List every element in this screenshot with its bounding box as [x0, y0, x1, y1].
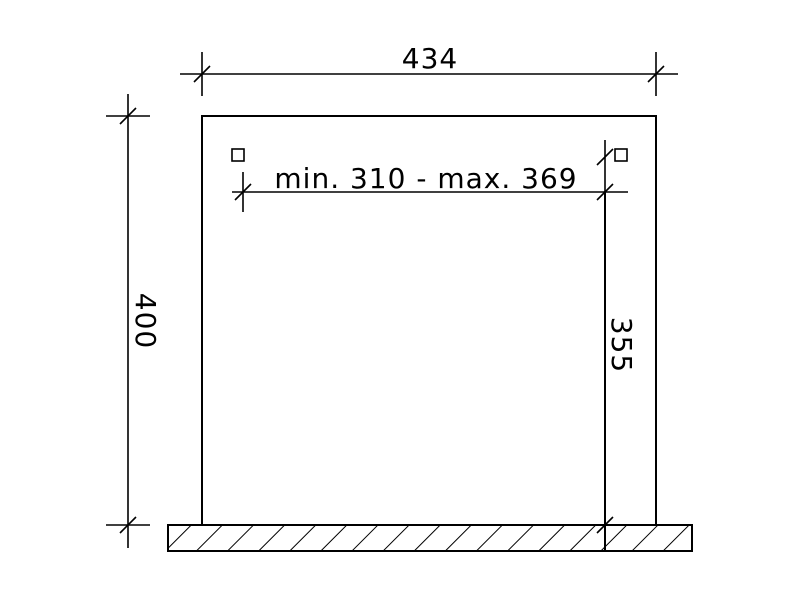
dimension-clear-width: min. 310 - max. 369: [232, 140, 628, 212]
dimension-clear-height: 355: [596, 317, 638, 534]
clear-height-label: 355: [605, 317, 638, 373]
dimension-overall-height: 400: [106, 94, 162, 548]
post-marker-right: [614, 148, 628, 162]
clear-width-range-label: min. 310 - max. 369: [274, 162, 577, 195]
post-marker-left: [231, 148, 245, 162]
overall-height-label: 400: [129, 293, 162, 349]
overall-width-label: 434: [402, 42, 458, 75]
structure-outline: [201, 115, 657, 526]
dimension-overall-width: 434: [180, 42, 678, 96]
ground-hatch: [167, 524, 693, 552]
